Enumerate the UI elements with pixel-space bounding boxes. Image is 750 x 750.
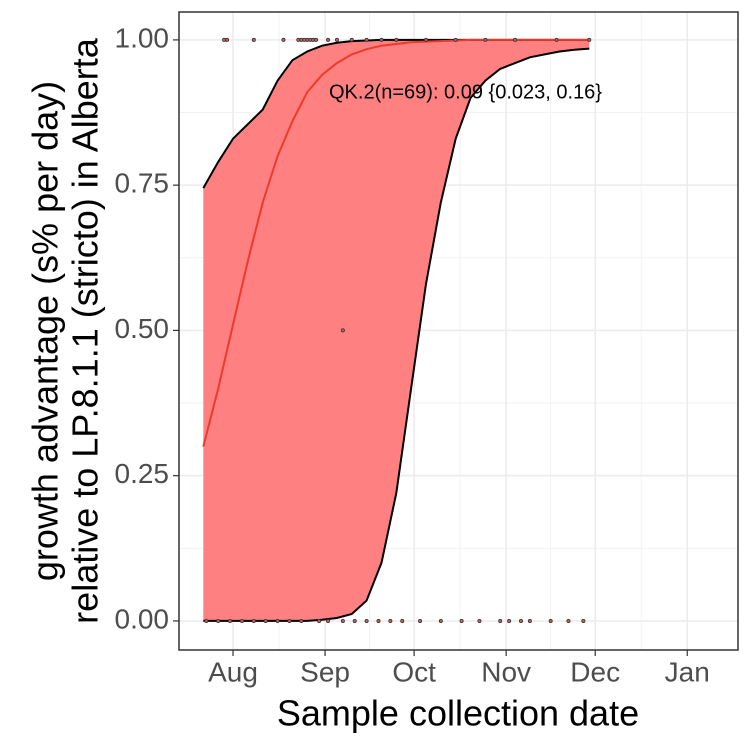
data-point <box>423 37 428 42</box>
data-point <box>251 37 256 42</box>
data-point <box>513 37 518 42</box>
y-tick-label: 0.50 <box>115 313 170 344</box>
data-point <box>340 328 345 333</box>
data-point <box>379 37 384 42</box>
data-point <box>239 618 244 623</box>
data-point <box>554 37 559 42</box>
data-point <box>581 618 586 623</box>
data-point <box>275 618 280 623</box>
panel-border <box>178 11 739 651</box>
x-tick-label: Sep <box>300 656 350 687</box>
data-point <box>349 37 354 42</box>
data-point <box>364 618 369 623</box>
data-point <box>566 618 571 623</box>
data-point <box>287 618 292 623</box>
data-point <box>299 618 304 623</box>
data-point <box>438 618 443 623</box>
annotation: QK.2(n=69): 0.09 {0.023, 0.16} <box>329 81 602 103</box>
y-axis-title: relative to LP.8.1.1 (stricto) in Albert… <box>65 37 106 624</box>
x-tick-label: Jan <box>665 656 710 687</box>
y-tick-label: 0.25 <box>115 458 170 489</box>
data-point <box>334 37 339 42</box>
x-tick-label: Aug <box>208 656 258 687</box>
data-point <box>281 37 286 42</box>
data-point <box>228 618 233 623</box>
y-tick-label: 0.75 <box>115 168 170 199</box>
data-point <box>326 618 331 623</box>
data-point <box>317 618 322 623</box>
data-point <box>507 618 512 623</box>
data-point <box>388 618 393 623</box>
data-point <box>204 618 209 623</box>
data-point <box>340 618 345 623</box>
confidence-ribbon <box>203 39 590 621</box>
data-point <box>251 618 256 623</box>
data-point <box>459 618 464 623</box>
x-axis-title: Sample collection date <box>277 693 639 734</box>
data-point <box>314 37 319 42</box>
data-point <box>376 618 381 623</box>
fit-line <box>202 38 590 447</box>
data-point <box>587 37 592 42</box>
data-point <box>483 37 488 42</box>
x-tick-label: Nov <box>481 656 531 687</box>
data-point <box>527 618 532 623</box>
data-point <box>364 37 369 42</box>
y-axis-title: growth advantage (s% per day) <box>25 81 66 581</box>
y-tick-label: 0.00 <box>115 603 170 634</box>
data-point <box>400 618 405 623</box>
x-tick-label: Oct <box>392 656 436 687</box>
data-point <box>263 618 268 623</box>
data-point <box>326 37 331 42</box>
data-point <box>548 618 553 623</box>
data-point <box>225 37 230 42</box>
data-point <box>518 618 523 623</box>
data-point <box>477 618 482 623</box>
x-tick-label: Dec <box>570 656 620 687</box>
data-point <box>498 618 503 623</box>
data-point <box>216 618 221 623</box>
y-tick-label: 1.00 <box>115 22 170 53</box>
data-point <box>352 618 357 623</box>
data-point <box>394 37 399 42</box>
data-point <box>453 37 458 42</box>
data-point <box>418 618 423 623</box>
